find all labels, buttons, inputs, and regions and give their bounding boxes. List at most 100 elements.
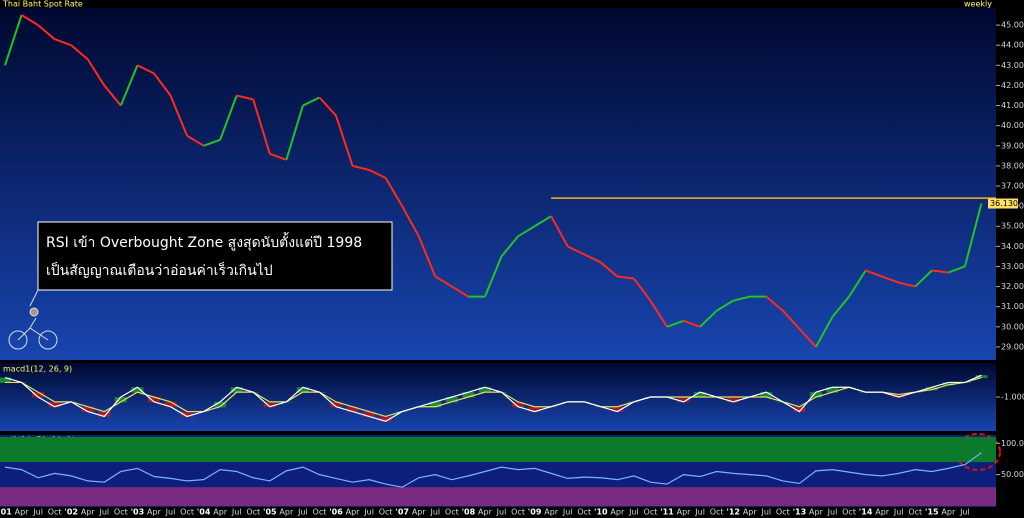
price-segment [368, 169, 387, 179]
macd-histogram [0, 377, 11, 383]
macd-histogram [512, 401, 525, 408]
macd-title: macd1(12, 26, 9) [3, 365, 72, 374]
x-tick-label: Oct [577, 508, 591, 517]
price-segment [384, 177, 404, 207]
x-tick-label: Apr [478, 508, 493, 517]
y-tick-label: 43.000 [1001, 61, 1024, 70]
price-segment [517, 225, 536, 238]
x-tick-label: Jul [231, 508, 242, 517]
price-segment [285, 105, 304, 161]
annotation-line: RSI เข้า Overbought Zone สูงสุดนับตั้งแต… [46, 232, 362, 251]
macd-histogram [462, 392, 475, 398]
timeframe: weekly [964, 0, 992, 9]
macd-histogram [32, 392, 45, 398]
x-tick-label: '13 [793, 508, 807, 517]
macd-histogram [330, 401, 342, 408]
x-tick-label: Oct [776, 508, 790, 517]
price-segment [70, 44, 89, 61]
macd-histogram [296, 387, 309, 393]
price-segment [931, 269, 949, 274]
macd-signal-line [5, 376, 982, 418]
price-segment [269, 152, 287, 161]
annotation-line: เป็นสัญญาณเตือนว่าอ่อนค่าเร็วเกินไป [46, 261, 273, 279]
x-tick-label: Apr [809, 508, 824, 517]
price-segment [119, 64, 139, 106]
macd-histogram [263, 401, 276, 408]
chart-title: Thai Baht Spot Rate [2, 0, 83, 9]
price-segment [666, 319, 684, 328]
price-segment [169, 95, 188, 137]
x-tick-label: '09 [528, 508, 542, 517]
y-tick-label: 41.000 [1001, 101, 1024, 110]
oversold-zone [0, 487, 996, 506]
macd-histogram [363, 411, 376, 417]
x-tick-label: Oct [114, 508, 128, 517]
price-segment [831, 296, 850, 318]
x-tick-label: '06 [329, 508, 343, 517]
x-tick-label: Oct [710, 508, 724, 517]
price-segment [716, 299, 734, 312]
price-segment [136, 64, 155, 75]
price-segment [963, 203, 983, 267]
macd-histogram [214, 401, 227, 408]
x-tick-label: Oct [379, 508, 393, 517]
x-tick-label: '04 [197, 508, 211, 517]
x-tick-label: Jul [496, 508, 507, 517]
x-tick-label: '05 [263, 508, 277, 517]
price-segment [865, 269, 883, 278]
price-segment [484, 256, 503, 298]
price-segment [649, 300, 668, 328]
price-segment [86, 58, 106, 86]
x-tick-label: Jul [893, 508, 904, 517]
y-tick-label: 50.0000 [1001, 470, 1024, 479]
x-tick-label: Apr [941, 508, 956, 517]
price-segment [782, 310, 801, 330]
y-tick-label: 37.000 [1001, 182, 1024, 191]
price-segment [103, 84, 122, 107]
x-tick-label: Jul [959, 508, 970, 517]
price-segment [914, 269, 933, 288]
macd-histogram [611, 406, 624, 413]
macd-histogram [826, 387, 839, 393]
macd-histogram [925, 387, 938, 391]
x-tick-label: '14 [859, 508, 873, 517]
price-segment [765, 295, 784, 312]
price-segment [186, 134, 205, 147]
price-segment [948, 265, 966, 274]
y-tick-label: 44.000 [1001, 41, 1024, 50]
macd-histogram [48, 401, 61, 408]
price-segment [203, 138, 221, 147]
price-segment [219, 95, 238, 141]
price-segment [417, 235, 437, 277]
macd-histogram [942, 382, 955, 386]
y-tick-label: 29.000 [1001, 342, 1024, 351]
price-segment [600, 261, 618, 278]
y-tick-label: 42.000 [1001, 81, 1024, 90]
x-tick-label: Jul [827, 508, 838, 517]
x-tick-label: '01 [0, 508, 12, 517]
macd-line [4, 374, 982, 422]
price-segment [699, 310, 718, 328]
macd-histogram [727, 397, 740, 403]
macd-histogram [694, 392, 707, 398]
macd-histogram [81, 406, 94, 413]
last-value-label: 36.130 [990, 199, 1018, 208]
x-tick-label: Apr [677, 508, 692, 517]
price-segment [815, 316, 834, 348]
macd-histogram [677, 397, 690, 403]
price-segment [401, 205, 420, 237]
x-tick-label: Apr [743, 508, 758, 517]
macd-histogram [445, 397, 458, 403]
x-tick-label: Jul [98, 508, 109, 517]
x-tick-label: Apr [544, 508, 559, 517]
price-segment [352, 164, 370, 171]
price-segment [252, 99, 271, 155]
macd-histogram [809, 392, 822, 398]
x-tick-label: '03 [131, 508, 145, 517]
annotation-box [37, 221, 393, 291]
x-tick-label: Jul [628, 508, 639, 517]
x-tick-label: Apr [147, 508, 162, 517]
macd-histogram [346, 406, 359, 413]
